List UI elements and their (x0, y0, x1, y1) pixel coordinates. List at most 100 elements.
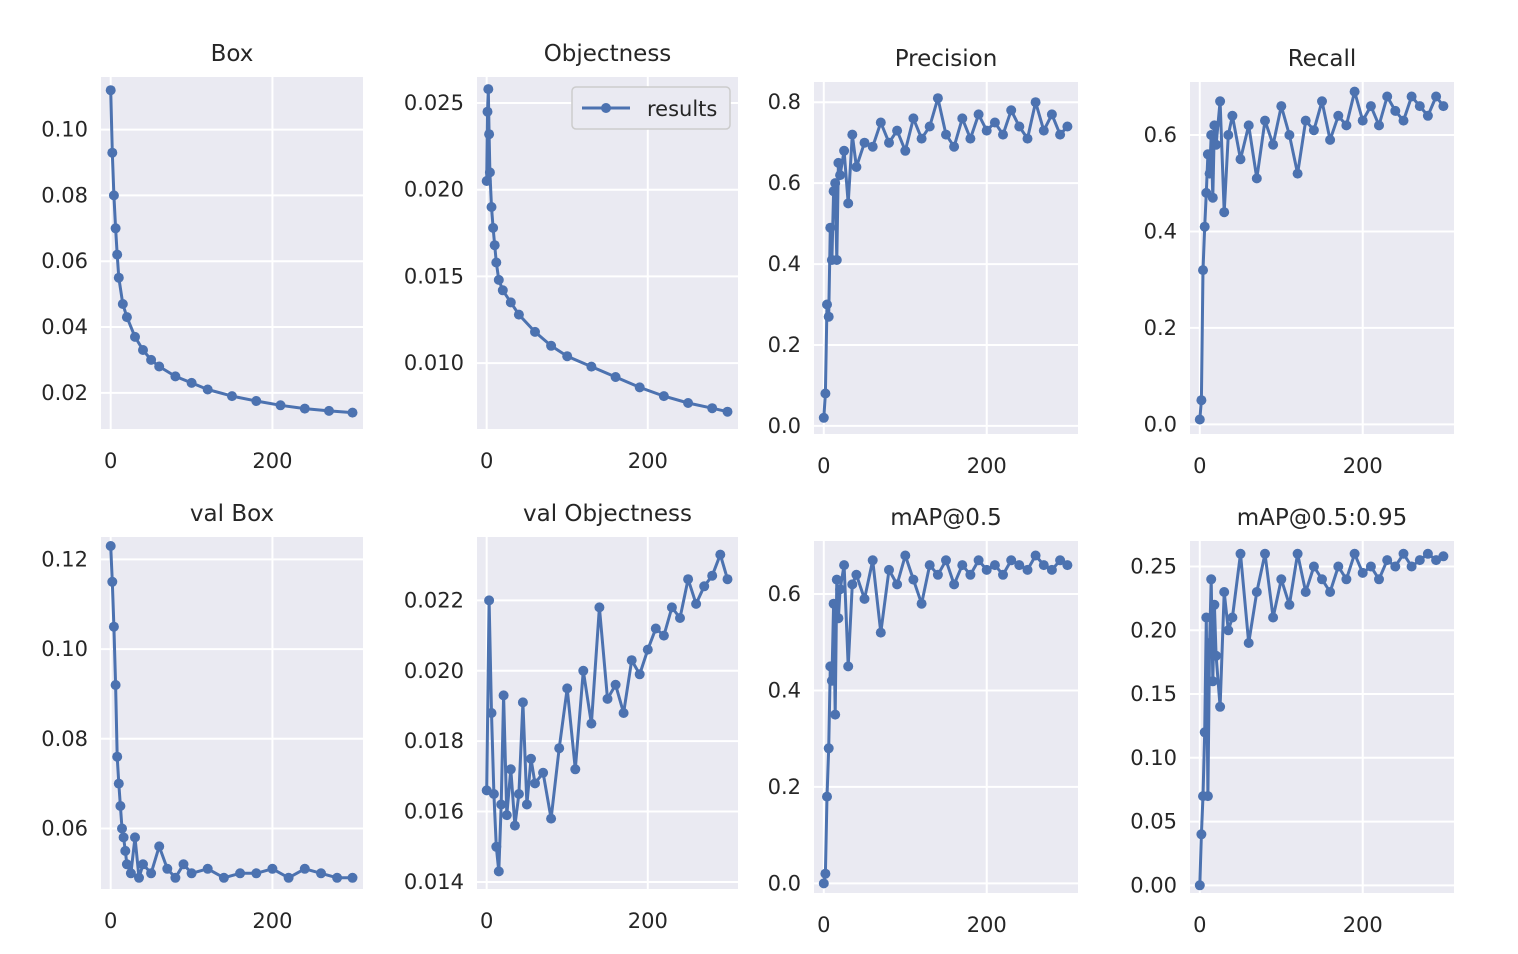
panel-recall: 0.0 0.2 0.4 0.6 0 200 Recall (1144, 46, 1454, 478)
plot-area (477, 77, 738, 429)
data-point (634, 669, 645, 680)
data-point (908, 574, 919, 585)
x-tick-label: 200 (252, 909, 292, 933)
data-point (820, 388, 831, 399)
data-point (859, 137, 870, 148)
x-tick-label: 0 (817, 454, 830, 478)
panel-title: Precision (895, 46, 998, 72)
data-point (1055, 129, 1066, 140)
data-point (818, 878, 829, 889)
data-point (117, 823, 127, 834)
x-tick-label: 200 (967, 454, 1007, 478)
data-point (110, 680, 121, 690)
data-point (1211, 139, 1222, 150)
data-point (1374, 574, 1384, 585)
x-tick-label: 200 (1343, 913, 1383, 937)
data-point (828, 598, 839, 609)
data-point (267, 863, 278, 874)
data-point (900, 145, 911, 156)
data-point (578, 665, 589, 676)
data-point (610, 372, 621, 382)
data-point (683, 574, 694, 585)
data-point (1046, 109, 1057, 120)
y-tick-label: 0.0 (768, 871, 801, 895)
data-point (118, 832, 129, 843)
y-tick-label: 0.12 (41, 547, 88, 571)
data-point (1199, 221, 1210, 232)
data-point (843, 198, 854, 209)
data-point (324, 405, 334, 416)
data-point (835, 170, 846, 181)
data-point (1317, 96, 1327, 107)
data-point (839, 145, 850, 156)
data-point (483, 84, 494, 95)
y-tick-label: 0.15 (1130, 682, 1177, 706)
x-tick-label: 0 (104, 909, 117, 933)
data-point (828, 186, 839, 197)
legend-marker (601, 103, 611, 113)
data-point (1357, 115, 1368, 126)
data-point (1207, 676, 1218, 687)
data-point (941, 129, 951, 140)
data-point (642, 644, 653, 655)
data-point (134, 872, 144, 883)
data-point (107, 147, 118, 158)
data-point (170, 872, 181, 883)
data-point (1243, 120, 1254, 131)
y-tick-label: 0.06 (41, 816, 88, 840)
data-point (488, 222, 499, 233)
legend-label: results (647, 97, 717, 121)
plot-area (101, 537, 363, 889)
panel-title: val Box (190, 501, 274, 527)
y-tick-label: 0.04 (41, 315, 88, 339)
data-point (509, 820, 520, 831)
data-point (1325, 134, 1336, 145)
data-point (130, 832, 140, 843)
data-point (1422, 110, 1433, 121)
panel-objectness: 0.010 0.015 0.020 0.025 0 200 Objectness result… (404, 41, 738, 473)
data-point (867, 141, 878, 152)
data-point (496, 799, 507, 810)
data-point (501, 810, 512, 821)
data-point (1030, 97, 1041, 108)
data-point (1414, 555, 1425, 566)
y-tick-label: 0.016 (404, 800, 464, 824)
data-point (1317, 574, 1327, 585)
data-point (1260, 115, 1270, 126)
x-tick-label: 0 (104, 449, 117, 473)
data-point (839, 560, 850, 571)
plot-area (101, 77, 363, 429)
data-point (484, 167, 495, 178)
data-point (867, 555, 878, 566)
data-point (113, 778, 124, 789)
data-point (1215, 701, 1226, 712)
data-point (484, 129, 495, 140)
data-point (1227, 110, 1238, 121)
data-point (117, 299, 128, 309)
data-point (892, 125, 903, 136)
x-tick-label: 200 (252, 449, 292, 473)
data-point (658, 630, 669, 641)
data-point (691, 598, 702, 609)
data-point (884, 564, 894, 575)
data-point (178, 859, 189, 870)
data-point (138, 345, 148, 355)
data-point (299, 403, 310, 414)
data-point (875, 117, 886, 128)
data-point (110, 223, 121, 234)
data-point (1006, 555, 1017, 566)
data-point (1308, 561, 1319, 572)
data-point (1201, 612, 1212, 623)
data-point (275, 400, 286, 411)
data-point (707, 570, 718, 581)
data-point (1204, 168, 1215, 179)
y-tick-label: 0.014 (404, 870, 464, 894)
y-tick-label: 0.06 (41, 249, 88, 273)
data-point (486, 202, 497, 212)
y-tick-label: 0.08 (41, 727, 88, 751)
data-point (162, 863, 173, 874)
data-point (820, 868, 831, 879)
data-point (1055, 555, 1066, 566)
data-point (1438, 551, 1449, 562)
data-point (486, 708, 497, 718)
